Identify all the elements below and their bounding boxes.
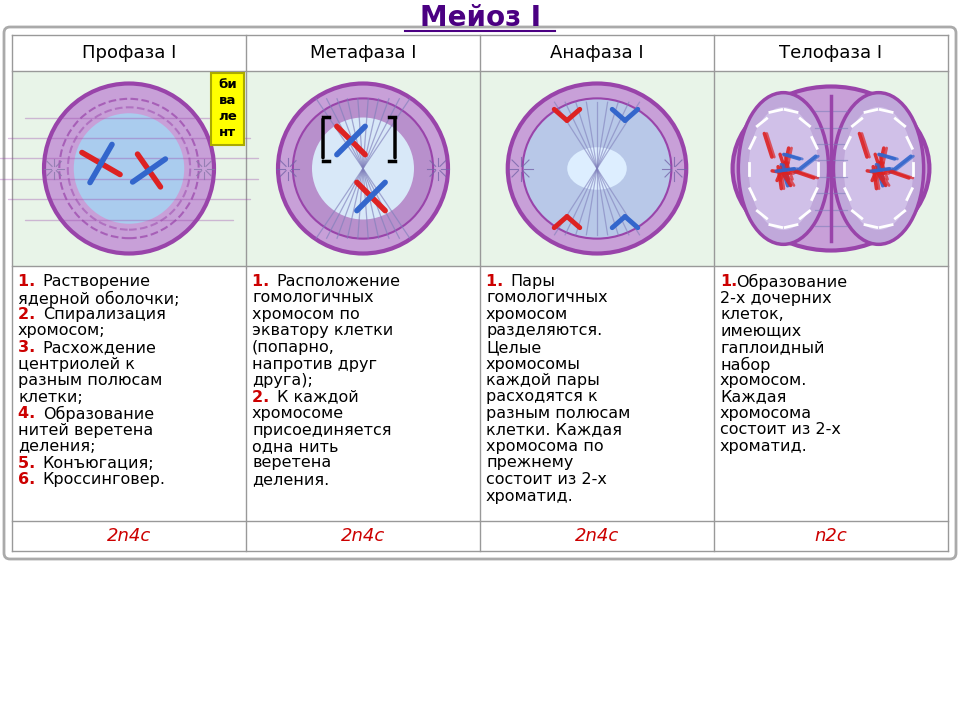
Text: хроматид.: хроматид. [486, 488, 574, 503]
Text: клетки;: клетки; [18, 390, 83, 405]
Text: хромосом по: хромосом по [252, 307, 360, 322]
Text: хромосома по: хромосома по [486, 439, 604, 454]
Text: 6.: 6. [18, 472, 41, 487]
Text: клетки. Каждая: клетки. Каждая [486, 423, 622, 438]
Text: нитей веретена: нитей веретена [18, 423, 154, 438]
Ellipse shape [749, 107, 818, 230]
Text: 2-х дочерних: 2-х дочерних [720, 290, 831, 305]
Text: имеющих: имеющих [720, 323, 802, 338]
Text: Каждая: Каждая [720, 390, 786, 405]
Text: хромосоме: хромосоме [252, 406, 344, 421]
Text: 1.: 1. [720, 274, 737, 289]
Text: Спирализация: Спирализация [43, 307, 166, 322]
Text: друга);: друга); [252, 373, 313, 388]
Text: 1.: 1. [252, 274, 275, 289]
Text: Расхождение: Расхождение [43, 340, 156, 355]
Text: хроматид.: хроматид. [720, 439, 807, 454]
Text: би
ва
ле
нт: би ва ле нт [218, 78, 237, 140]
Bar [211, 73, 244, 145]
Bar [12, 71, 246, 266]
Text: состоит из 2-х: состоит из 2-х [486, 472, 607, 487]
Text: хромосом.: хромосом. [720, 373, 807, 388]
Text: разным полюсам: разным полюсам [18, 373, 162, 388]
Text: прежнему: прежнему [486, 456, 573, 470]
Text: Телофаза I: Телофаза I [780, 44, 882, 62]
Text: 3.: 3. [18, 340, 41, 355]
Text: Расположение: Расположение [276, 274, 401, 289]
Text: 1.: 1. [18, 274, 41, 289]
Text: центриолей к: центриолей к [18, 356, 134, 372]
Text: К каждой: К каждой [276, 390, 359, 405]
Bar [714, 71, 948, 266]
Ellipse shape [732, 86, 929, 251]
Text: экватору клетки: экватору клетки [252, 323, 394, 338]
Text: (попарно,: (попарно, [252, 340, 335, 355]
Text: присоединяется: присоединяется [252, 423, 392, 438]
Text: хромосом: хромосом [486, 307, 568, 322]
Text: расходятся к: расходятся к [486, 390, 598, 405]
Text: n2c: n2c [815, 527, 848, 545]
Text: деления.: деления. [252, 472, 329, 487]
Text: клеток,: клеток, [720, 307, 783, 322]
Text: напротив друг: напротив друг [252, 356, 377, 372]
Text: состоит из 2-х: состоит из 2-х [720, 423, 841, 438]
Text: Конъюгация;: Конъюгация; [43, 456, 155, 470]
Text: хромосомы: хромосомы [486, 356, 581, 372]
Text: веретена: веретена [252, 456, 331, 470]
Text: набор: набор [720, 356, 770, 373]
Ellipse shape [567, 148, 627, 190]
Text: 2n4c: 2n4c [107, 527, 151, 545]
Text: Анафаза I: Анафаза I [550, 44, 644, 62]
Ellipse shape [293, 99, 433, 238]
Text: Растворение: Растворение [43, 274, 151, 289]
Text: хромосом;: хромосом; [18, 323, 106, 338]
Text: разным полюсам: разным полюсам [486, 406, 631, 421]
Ellipse shape [312, 117, 414, 220]
Text: Пары: Пары [511, 274, 556, 289]
Bar [246, 71, 480, 266]
Ellipse shape [44, 84, 214, 253]
Ellipse shape [74, 113, 184, 224]
Text: 2.: 2. [18, 307, 41, 322]
Ellipse shape [738, 93, 828, 244]
Text: 5.: 5. [18, 456, 41, 470]
Text: 2.: 2. [252, 390, 275, 405]
Text: 2n4c: 2n4c [341, 527, 385, 545]
Ellipse shape [508, 84, 686, 253]
Text: одна нить: одна нить [252, 439, 339, 454]
Text: ядерной оболочки;: ядерной оболочки; [18, 290, 180, 307]
Text: деления;: деления; [18, 439, 95, 454]
Text: гомологичных: гомологичных [486, 290, 608, 305]
Text: Кроссинговер.: Кроссинговер. [43, 472, 166, 487]
Text: Образование: Образование [736, 274, 848, 290]
Text: Профаза I: Профаза I [82, 44, 177, 62]
Text: гомологичных: гомологичных [252, 290, 373, 305]
Text: 2n4c: 2n4c [575, 527, 619, 545]
Text: каждой пары: каждой пары [486, 373, 600, 388]
Text: Образование: Образование [43, 406, 154, 422]
Text: гаплоидный: гаплоидный [720, 340, 825, 355]
FancyBboxPatch shape [4, 27, 956, 559]
Ellipse shape [844, 107, 913, 230]
Ellipse shape [278, 84, 448, 253]
Ellipse shape [833, 93, 924, 244]
Text: разделяются.: разделяются. [486, 323, 602, 338]
Text: Мейоз I: Мейоз I [420, 4, 540, 32]
Text: Метафаза I: Метафаза I [310, 44, 417, 62]
Text: Целые: Целые [486, 340, 541, 355]
Text: хромосома: хромосома [720, 406, 812, 421]
Text: 1.: 1. [486, 274, 509, 289]
Ellipse shape [522, 99, 671, 238]
Bar [480, 71, 714, 266]
Text: 4.: 4. [18, 406, 41, 421]
